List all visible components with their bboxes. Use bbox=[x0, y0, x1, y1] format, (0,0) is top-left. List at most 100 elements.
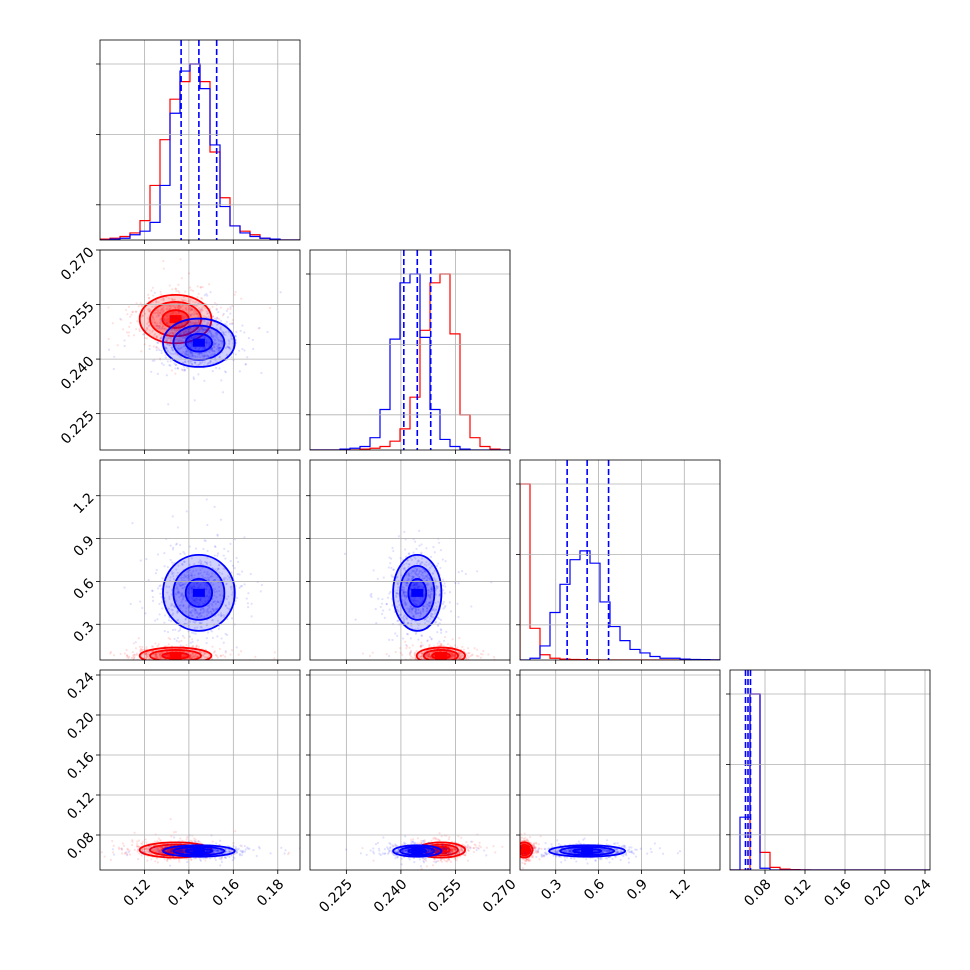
sample-point bbox=[211, 604, 214, 607]
sample-point bbox=[142, 662, 144, 664]
sample-point bbox=[439, 665, 441, 667]
sample-point bbox=[197, 363, 201, 367]
sample-point bbox=[185, 352, 188, 356]
sample-point bbox=[218, 339, 221, 342]
sample-point bbox=[458, 636, 461, 640]
sample-point bbox=[213, 587, 217, 590]
sample-point bbox=[201, 309, 204, 312]
sample-point bbox=[192, 652, 195, 655]
sample-point bbox=[210, 347, 213, 350]
sample-point bbox=[179, 581, 182, 584]
sample-point bbox=[160, 307, 163, 311]
sample-point bbox=[219, 615, 223, 618]
sample-point bbox=[473, 647, 476, 650]
sample-point bbox=[438, 640, 441, 643]
sample-point bbox=[216, 552, 220, 555]
sample-point bbox=[213, 342, 216, 345]
sample-point bbox=[230, 593, 234, 596]
sample-point bbox=[144, 652, 148, 655]
sample-point bbox=[212, 600, 215, 604]
sample-point bbox=[202, 654, 205, 657]
sample-point bbox=[200, 621, 203, 625]
sample-point bbox=[228, 340, 231, 343]
sample-point bbox=[188, 545, 191, 548]
sample-point bbox=[199, 286, 203, 289]
sample-point bbox=[383, 616, 386, 619]
sample-point bbox=[164, 356, 167, 359]
sample-point bbox=[168, 343, 171, 347]
sample-point bbox=[132, 654, 135, 657]
sample-point bbox=[196, 355, 199, 358]
sample-point bbox=[203, 328, 206, 331]
sample-point bbox=[191, 308, 194, 311]
sample-point bbox=[183, 325, 186, 328]
sample-point bbox=[193, 599, 196, 602]
sample-point bbox=[177, 590, 180, 593]
sample-point bbox=[183, 583, 186, 586]
sample-point bbox=[443, 661, 445, 663]
sample-point bbox=[182, 586, 185, 589]
sample-point bbox=[206, 585, 209, 588]
sample-point bbox=[192, 586, 195, 589]
sample-point bbox=[204, 599, 207, 602]
sample-point bbox=[125, 331, 129, 334]
sample-point bbox=[218, 347, 221, 351]
sample-point bbox=[174, 339, 177, 342]
sample-point bbox=[107, 337, 110, 341]
sample-point bbox=[244, 363, 248, 366]
sample-point bbox=[180, 346, 183, 349]
sample-point bbox=[198, 328, 201, 331]
sample-point bbox=[206, 332, 209, 336]
sample-point bbox=[209, 677, 211, 679]
sample-point bbox=[482, 650, 485, 653]
sample-point bbox=[151, 645, 155, 648]
sample-point bbox=[198, 361, 202, 364]
sample-point bbox=[198, 336, 202, 340]
sample-point bbox=[201, 306, 204, 309]
sample-point bbox=[222, 333, 225, 336]
sample-point bbox=[194, 309, 197, 313]
sample-point bbox=[168, 662, 170, 664]
sample-point bbox=[186, 341, 189, 344]
sample-point bbox=[164, 354, 167, 357]
sample-point bbox=[88, 655, 90, 657]
sample-point bbox=[399, 651, 402, 654]
sample-point bbox=[436, 631, 439, 634]
sample-point bbox=[217, 627, 220, 630]
sample-point bbox=[109, 651, 113, 654]
sample-point bbox=[190, 611, 193, 614]
sample-point bbox=[161, 325, 164, 328]
sample-point bbox=[229, 542, 232, 545]
sample-point bbox=[176, 367, 179, 370]
sample-point bbox=[128, 853, 132, 856]
sample-point bbox=[133, 831, 136, 834]
sample-point bbox=[233, 567, 236, 570]
sample-point bbox=[391, 575, 394, 579]
sample-point bbox=[174, 363, 178, 367]
panel-2-1 bbox=[306, 459, 511, 667]
sample-point bbox=[155, 653, 158, 657]
sample-point bbox=[151, 595, 154, 599]
sample-point bbox=[416, 663, 418, 665]
sample-point bbox=[481, 653, 484, 656]
sample-point bbox=[182, 334, 185, 337]
sample-point bbox=[216, 534, 219, 537]
sample-point bbox=[147, 653, 150, 656]
sample-point bbox=[203, 355, 206, 358]
sample-point bbox=[161, 327, 164, 330]
sample-point bbox=[147, 307, 150, 311]
sample-point bbox=[169, 604, 172, 607]
sample-point bbox=[224, 604, 227, 607]
sample-point bbox=[214, 339, 217, 342]
sample-point bbox=[177, 324, 180, 327]
sample-point bbox=[401, 653, 404, 656]
sample-point bbox=[258, 326, 261, 330]
sample-point bbox=[214, 602, 217, 606]
sample-point bbox=[188, 635, 191, 638]
sample-point bbox=[200, 651, 203, 654]
sample-point bbox=[201, 285, 204, 289]
sample-point bbox=[372, 569, 375, 572]
sample-point bbox=[188, 578, 191, 581]
sample-point bbox=[243, 583, 246, 586]
